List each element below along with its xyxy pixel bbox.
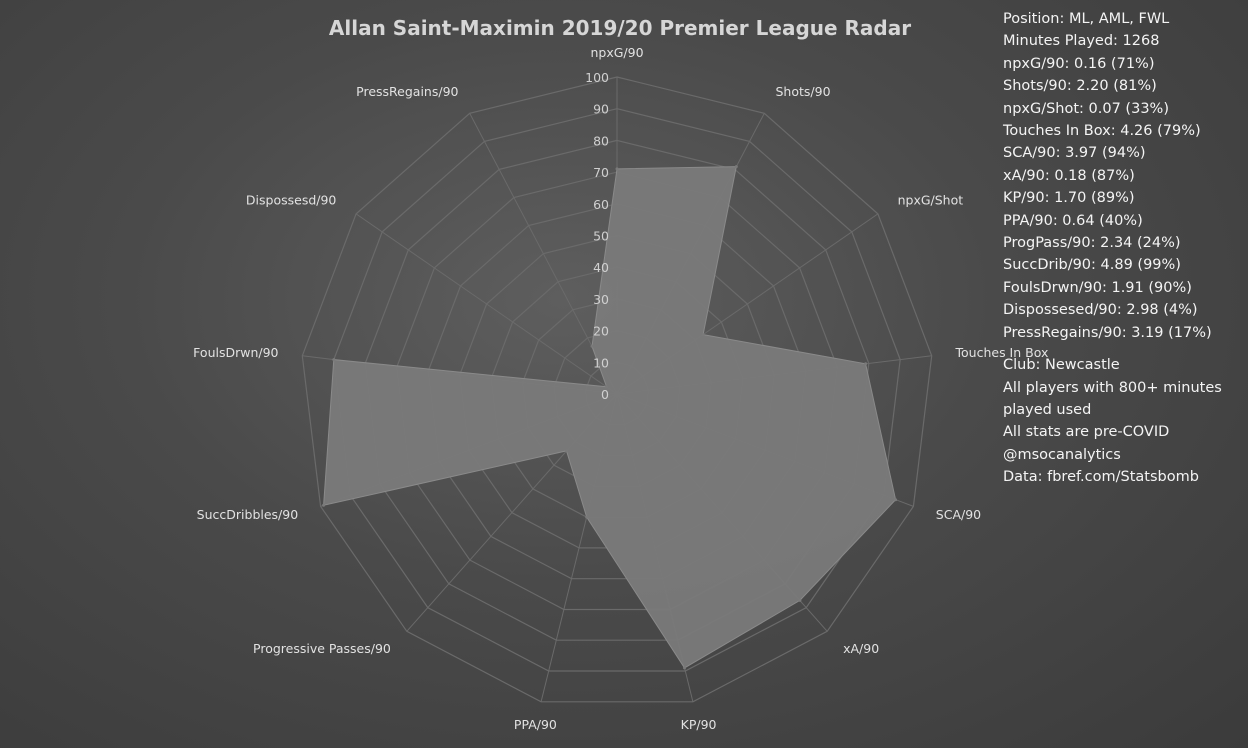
- axis-label: npxG/90: [590, 45, 643, 60]
- tick-label: 100: [585, 70, 609, 85]
- tick-label: 30: [593, 292, 609, 307]
- data-point: [701, 333, 705, 337]
- stats-list: Position: ML, AML, FWL Minutes Played: 1…: [1003, 8, 1243, 344]
- axis-label: PPA/90: [514, 717, 557, 732]
- tick-label: 90: [593, 102, 609, 117]
- note-line: Data: fbref.com/Statsbomb: [1003, 469, 1199, 486]
- stat-line: PPA/90: 0.64 (40%): [1003, 212, 1143, 229]
- radar-tick-labels: 0 10 20 30 40 50 60 70 80 90 100: [585, 70, 609, 402]
- stat-line: Dispossesed/90: 2.98 (4%): [1003, 302, 1198, 319]
- grid-ring: [396, 171, 838, 611]
- grid-ring: [364, 139, 870, 641]
- stat-line: Shots/90: 2.20 (81%): [1003, 78, 1157, 95]
- data-point: [894, 498, 898, 502]
- tick-label: 50: [593, 229, 609, 244]
- axis-label: Touches In Box: [955, 345, 1049, 360]
- grid-ring: [333, 108, 901, 672]
- tick-label: 0: [601, 387, 609, 402]
- chart-title: Allan Saint-Maximin 2019/20 Premier Leag…: [329, 16, 911, 40]
- stats-panel: Position: ML, AML, FWL Minutes Played: 1…: [1003, 8, 1243, 489]
- tick-label: 60: [593, 197, 609, 212]
- axis-label: SCA/90: [936, 507, 981, 522]
- stat-line: ProgPass/90: 2.34 (24%): [1003, 235, 1181, 252]
- note-line: All players with 800+ minutes played use…: [1003, 379, 1222, 418]
- stat-line: Minutes Played: 1268: [1003, 33, 1160, 50]
- radar-series: [322, 165, 898, 670]
- stat-line: Position: ML, AML, FWL: [1003, 11, 1170, 27]
- axis-label: SuccDribbles/90: [197, 507, 299, 522]
- data-point: [683, 666, 686, 670]
- stat-line: KP/90: 1.70 (89%): [1003, 190, 1135, 207]
- data-point: [798, 598, 802, 602]
- stat-line: FoulsDrwn/90: 1.91 (90%): [1003, 279, 1192, 296]
- axis-label: PressRegains/90: [356, 84, 458, 99]
- axis-label: Progressive Passes/90: [253, 641, 391, 656]
- tick-label: 20: [593, 324, 609, 339]
- axis-label: Dispossesd/90: [246, 192, 337, 207]
- stat-line: npxG/Shot: 0.07 (33%): [1003, 100, 1169, 117]
- data-point: [585, 515, 589, 519]
- data-point: [615, 167, 619, 171]
- axis-label: xA/90: [843, 641, 879, 656]
- stat-line: xA/90: 0.18 (87%): [1003, 167, 1135, 184]
- data-point: [734, 165, 738, 169]
- note-line: @msocanalytics: [1003, 446, 1121, 463]
- stat-line: Touches In Box: 4.26 (79%): [1003, 123, 1201, 140]
- grid-ring: [427, 203, 807, 580]
- stat-line: SCA/90: 3.97 (94%): [1003, 145, 1146, 162]
- axis-label: FoulsDrwn/90: [193, 345, 278, 360]
- radar-axis-labels: npxG/90 Shots/90 npxG/Shot Touches In Box SC…: [193, 45, 1048, 732]
- tick-label: 80: [593, 133, 609, 148]
- data-point: [605, 385, 609, 389]
- tick-label: 40: [593, 260, 609, 275]
- axis-label: Shots/90: [776, 84, 831, 99]
- note-line: All stats are pre-COVID: [1003, 424, 1170, 441]
- stat-line: PressRegains/90: 3.19 (17%): [1003, 324, 1212, 341]
- grid-ring: [301, 76, 933, 703]
- stat-line: SuccDrib/90: 4.89 (99%): [1003, 257, 1181, 274]
- data-point: [332, 358, 336, 362]
- data-point: [322, 503, 326, 507]
- data-point: [565, 449, 568, 453]
- stat-line: npxG/90: 0.16 (71%): [1003, 55, 1155, 72]
- data-point: [864, 362, 868, 366]
- grid-spoke: [355, 213, 618, 395]
- note-line: Club: Newcastle: [1003, 357, 1120, 374]
- tick-label: 10: [593, 355, 609, 370]
- notes-list: Club: Newcastle All players with 800+ mi…: [1003, 354, 1243, 488]
- axis-label: KP/90: [681, 717, 717, 732]
- data-point: [590, 344, 594, 348]
- axis-label: npxG/Shot: [898, 192, 964, 207]
- tick-label: 70: [593, 165, 609, 180]
- series-area: [323, 166, 897, 669]
